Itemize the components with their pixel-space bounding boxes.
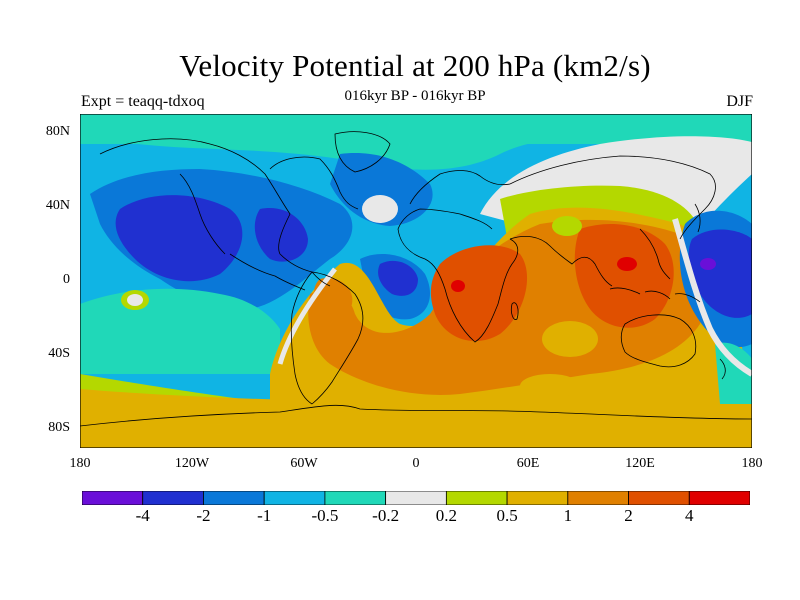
- contour-field: [80, 114, 752, 448]
- colorbar-segment: [567, 491, 629, 505]
- lon-tick-label: 0: [412, 456, 420, 471]
- colorbar-label: -0.2: [372, 506, 400, 525]
- colorbar-label: -0.5: [311, 506, 339, 525]
- map-subtitle: 016kyr BP - 016kyr BP: [344, 88, 486, 104]
- colorbar-segment: [263, 491, 326, 505]
- colorbar: [82, 491, 750, 505]
- velocity-potential-map: [80, 114, 752, 448]
- page-title: Velocity Potential at 200 hPa (km2/s): [179, 48, 651, 83]
- colorbar-segment: [628, 491, 690, 505]
- lon-tick-label: 180: [69, 456, 91, 471]
- coastlines: [80, 131, 752, 427]
- colorbar-segment: [324, 491, 387, 505]
- lat-tick-label: 0: [63, 272, 70, 287]
- colorbar-label: 1: [563, 506, 573, 525]
- lat-tick-label: 80S: [48, 420, 70, 436]
- colorbar-segment: [445, 491, 508, 505]
- experiment-label: Expt = teaqq-tdxoq: [81, 93, 205, 110]
- lat-tick-label: 40S: [48, 346, 70, 362]
- lon-tick-label: 60W: [290, 456, 318, 471]
- lat-tick-label: 40N: [45, 197, 70, 213]
- colorbar-label: 4: [685, 506, 694, 525]
- lon-tick-label: 120W: [174, 456, 210, 471]
- colorbar-segment: [142, 491, 204, 505]
- colorbar-label: -2: [196, 506, 211, 525]
- colorbar-segment: [688, 491, 750, 505]
- lon-tick-label: 60E: [516, 456, 540, 471]
- colorbar-label: -1: [257, 506, 272, 525]
- colorbar-label: -4: [135, 506, 150, 525]
- lon-tick-label: 180: [741, 456, 763, 471]
- colorbar-label: 0.2: [435, 506, 457, 525]
- lon-tick-label: 120E: [625, 456, 655, 471]
- lat-tick-label: 80N: [45, 123, 70, 139]
- colorbar-segment: [385, 491, 447, 505]
- colorbar-segment: [203, 491, 265, 505]
- colorbar-segment: [82, 491, 144, 505]
- season-label: DJF: [726, 93, 753, 110]
- colorbar-label: 2: [624, 506, 633, 525]
- colorbar-label: 0.5: [496, 506, 518, 525]
- colorbar-segment: [506, 491, 569, 505]
